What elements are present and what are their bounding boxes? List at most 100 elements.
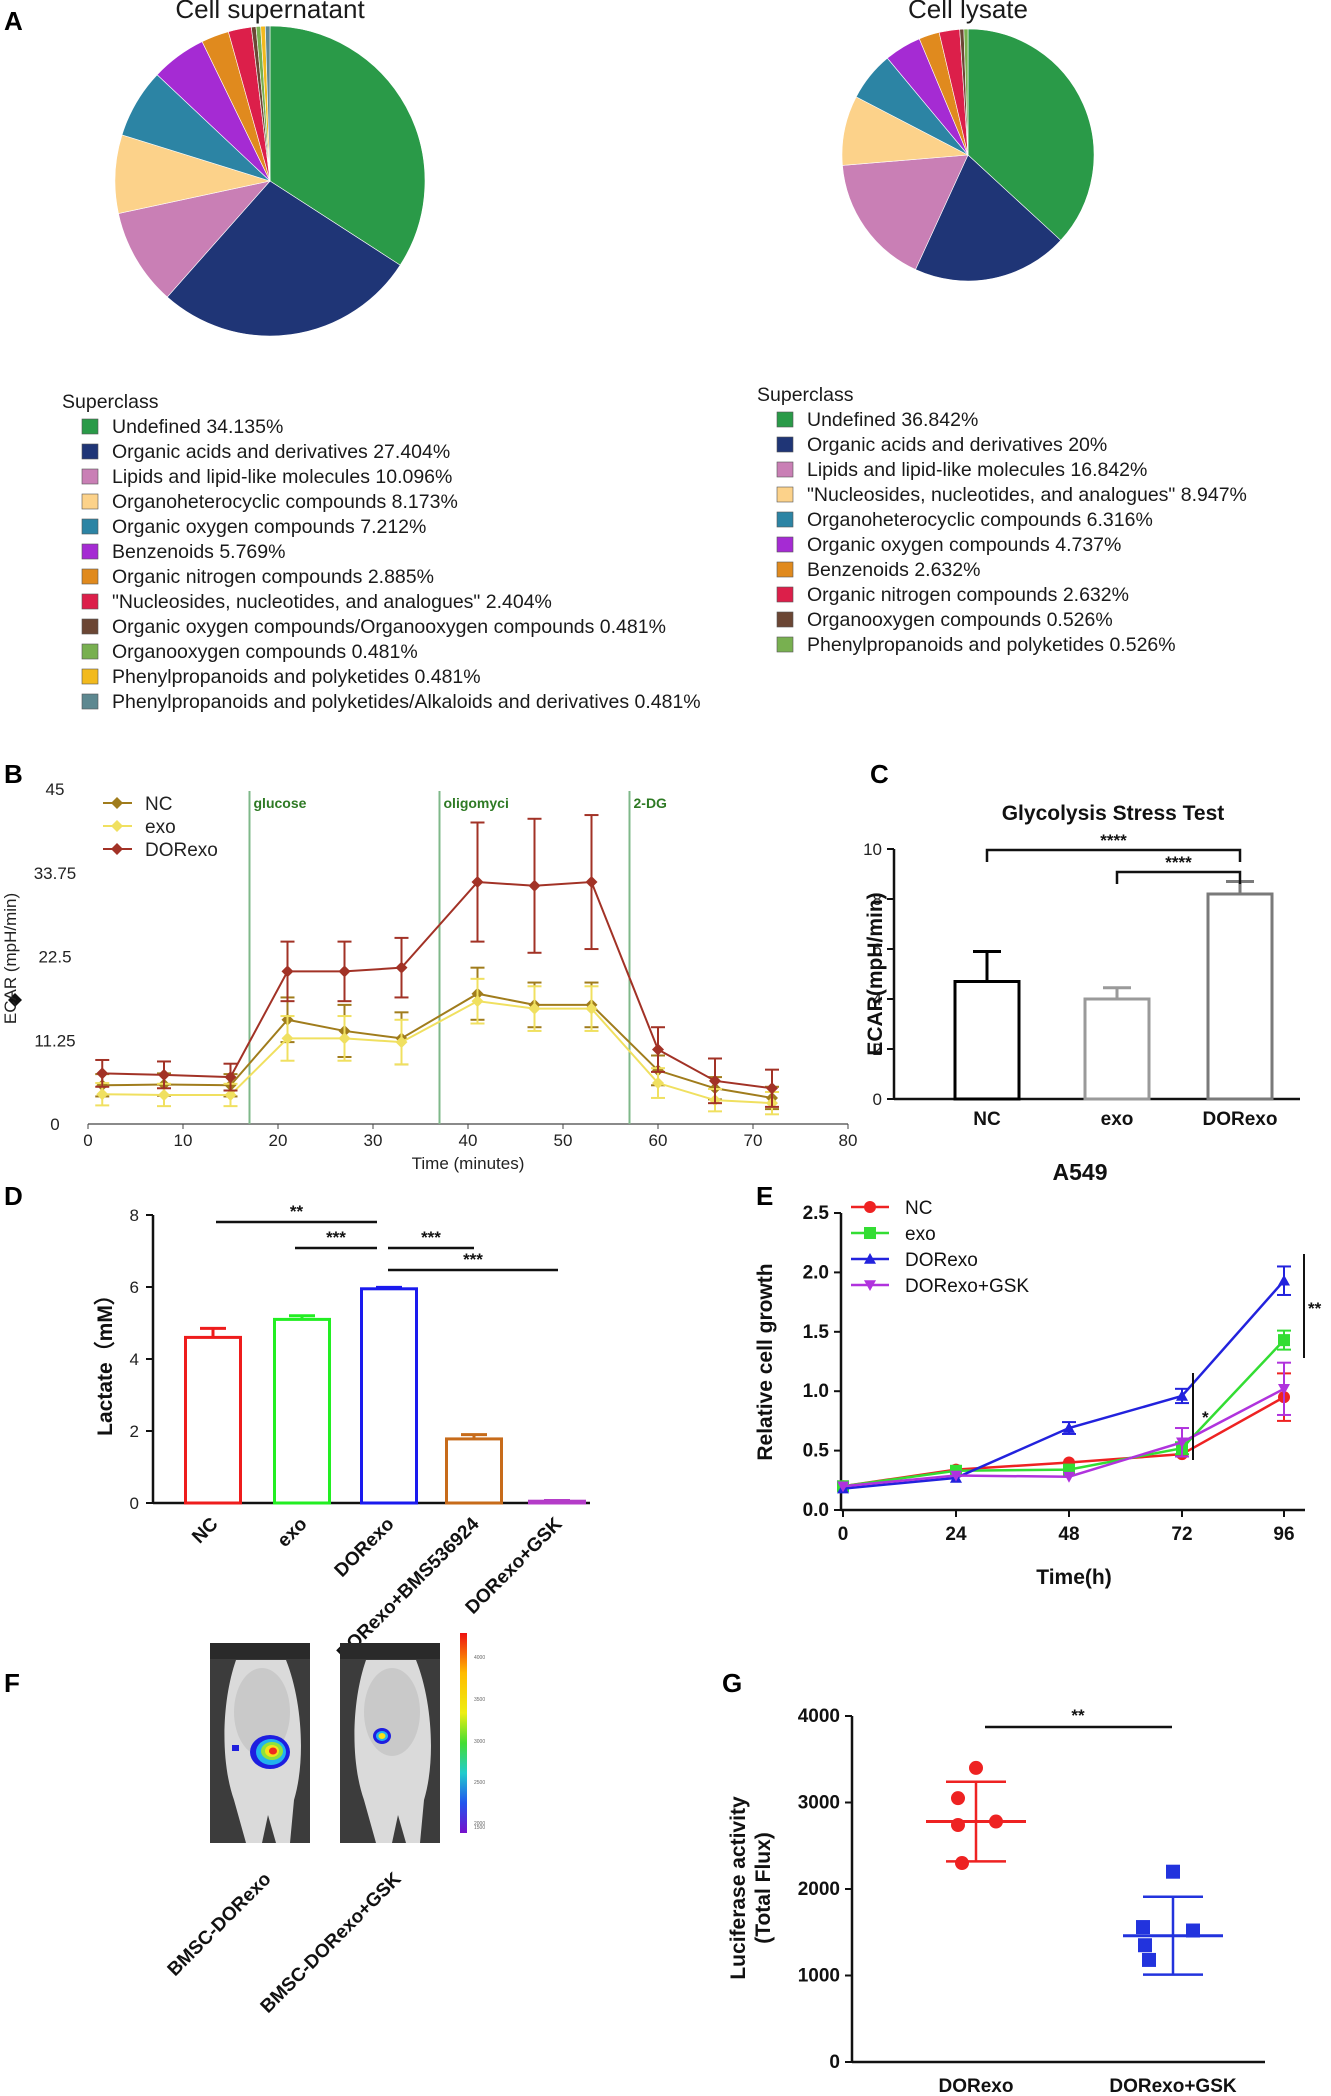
panel-label-e: E — [756, 1181, 773, 1211]
legend-swatch — [81, 593, 99, 610]
legend-label: DORexo+GSK — [905, 1276, 1029, 1297]
x-tick-label: 30 — [364, 1131, 383, 1150]
data-point — [528, 879, 541, 892]
legend-lysate: Superclass Undefined 36.842% Organic acids… — [757, 384, 1247, 656]
series-dorexo — [95, 814, 779, 1108]
legend-swatch — [776, 611, 794, 628]
legend-swatch — [776, 586, 794, 603]
scale-tick-label: 3000 — [474, 1739, 485, 1745]
legend-title: Superclass — [62, 391, 159, 413]
legend-swatch — [776, 636, 794, 653]
legend-swatch — [81, 643, 99, 660]
y-tick-label: 10 — [863, 840, 882, 859]
x-tick-label: 10 — [174, 1131, 193, 1150]
panel-label-c: C — [870, 759, 889, 789]
injection-label: glucose — [254, 795, 307, 811]
y-tick-label: 4000 — [798, 1706, 840, 1727]
y-tick-label: 0 — [873, 1090, 882, 1109]
series-line — [102, 1000, 773, 1105]
category-label: DORexo+GSK — [1109, 2076, 1237, 2096]
legend-label: Organic acids and derivatives 27.404% — [112, 441, 450, 463]
bar — [184, 1335, 242, 1505]
legend-swatch — [776, 561, 794, 578]
pie-slice — [166, 180, 401, 337]
category-label: NC — [188, 1513, 222, 1547]
category-label: exo — [1101, 1109, 1134, 1130]
data-point — [585, 876, 598, 889]
legend-label: Lipids and lipid-like molecules 16.842% — [807, 459, 1147, 481]
legend-swatch — [81, 568, 99, 585]
y-axis-title-line2: (Total Flux) — [752, 1832, 775, 1944]
legend-label: Organic nitrogen compounds 2.885% — [112, 566, 434, 588]
mouse-image-dorexo-gsk — [340, 1643, 440, 1843]
legend-label: Organic nitrogen compounds 2.632% — [807, 584, 1129, 606]
mouse-image-dorexo — [210, 1643, 310, 1843]
injection-label: 2-DG — [634, 795, 668, 811]
legend-label: DORexo — [145, 840, 218, 861]
pie-supernatant — [114, 25, 426, 337]
data-point — [1278, 1274, 1290, 1286]
y-axis-title: Relative cell growth — [754, 1263, 777, 1460]
data-point — [1278, 1334, 1290, 1347]
data-point — [338, 965, 351, 978]
data-point — [951, 1791, 965, 1806]
y-tick-label: 3000 — [798, 1793, 840, 1814]
legend-swatch — [81, 543, 99, 560]
legend-label: NC — [905, 1198, 932, 1219]
category-label: DORexo — [1203, 1109, 1278, 1130]
pie-slice — [915, 154, 1062, 282]
series-line — [102, 992, 773, 1099]
y-tick-label: 45 — [46, 780, 65, 799]
panel-label-b: B — [4, 759, 23, 789]
x-tick-label: 0 — [83, 1131, 92, 1150]
significance-label: *** — [326, 1228, 346, 1247]
legend-swatch — [776, 511, 794, 528]
x-tick-label: 24 — [945, 1524, 967, 1545]
legend-swatch — [776, 461, 794, 478]
y-tick-label: 8 — [130, 1206, 139, 1225]
bar — [273, 1317, 331, 1505]
significance-bracket — [985, 848, 1242, 862]
legend-swatch — [81, 693, 99, 710]
data-point — [338, 1032, 351, 1045]
y-tick-label: 2 — [130, 1422, 139, 1441]
category-label: DORexo — [331, 1514, 399, 1582]
ylabel-marker — [8, 993, 22, 1007]
data-point — [951, 1817, 965, 1832]
data-point — [1142, 1952, 1156, 1967]
legend-label: "Nucleosides, nucleotides, and analogues… — [807, 484, 1247, 506]
x-tick-label: 48 — [1058, 1524, 1079, 1545]
bar — [360, 1287, 418, 1505]
data-point — [652, 1077, 664, 1090]
legend-swatch — [81, 518, 99, 535]
data-point — [766, 1082, 778, 1095]
data-point — [281, 1032, 294, 1045]
y-tick-label: 2.0 — [803, 1262, 829, 1283]
legend-label: Benzenoids 2.632% — [807, 559, 980, 581]
legend-label: Organooxygen compounds 0.481% — [112, 641, 418, 663]
legend-label: Organoheterocyclic compounds 8.173% — [112, 491, 458, 513]
legend-marker — [111, 797, 123, 809]
x-tick-label: 80 — [839, 1131, 858, 1150]
series-exo — [95, 977, 779, 1116]
legend-label: Phenylpropanoids and polyketides 0.481% — [112, 666, 481, 688]
data-point — [471, 995, 484, 1008]
data-point — [471, 876, 484, 889]
data-point — [281, 965, 294, 978]
series-line — [842, 1279, 1285, 1490]
x-tick-label: 60 — [649, 1131, 668, 1150]
legend-marker — [864, 1253, 876, 1264]
data-point — [652, 1043, 664, 1056]
data-point — [989, 1814, 1003, 1829]
series-line — [102, 881, 773, 1090]
significance-label: ** — [290, 1202, 304, 1221]
y-tick-label: 4 — [130, 1350, 139, 1369]
x-tick-label: 96 — [1273, 1524, 1294, 1545]
legend-swatch — [81, 468, 99, 485]
data-point — [96, 1067, 109, 1080]
data-point — [1186, 1923, 1200, 1938]
